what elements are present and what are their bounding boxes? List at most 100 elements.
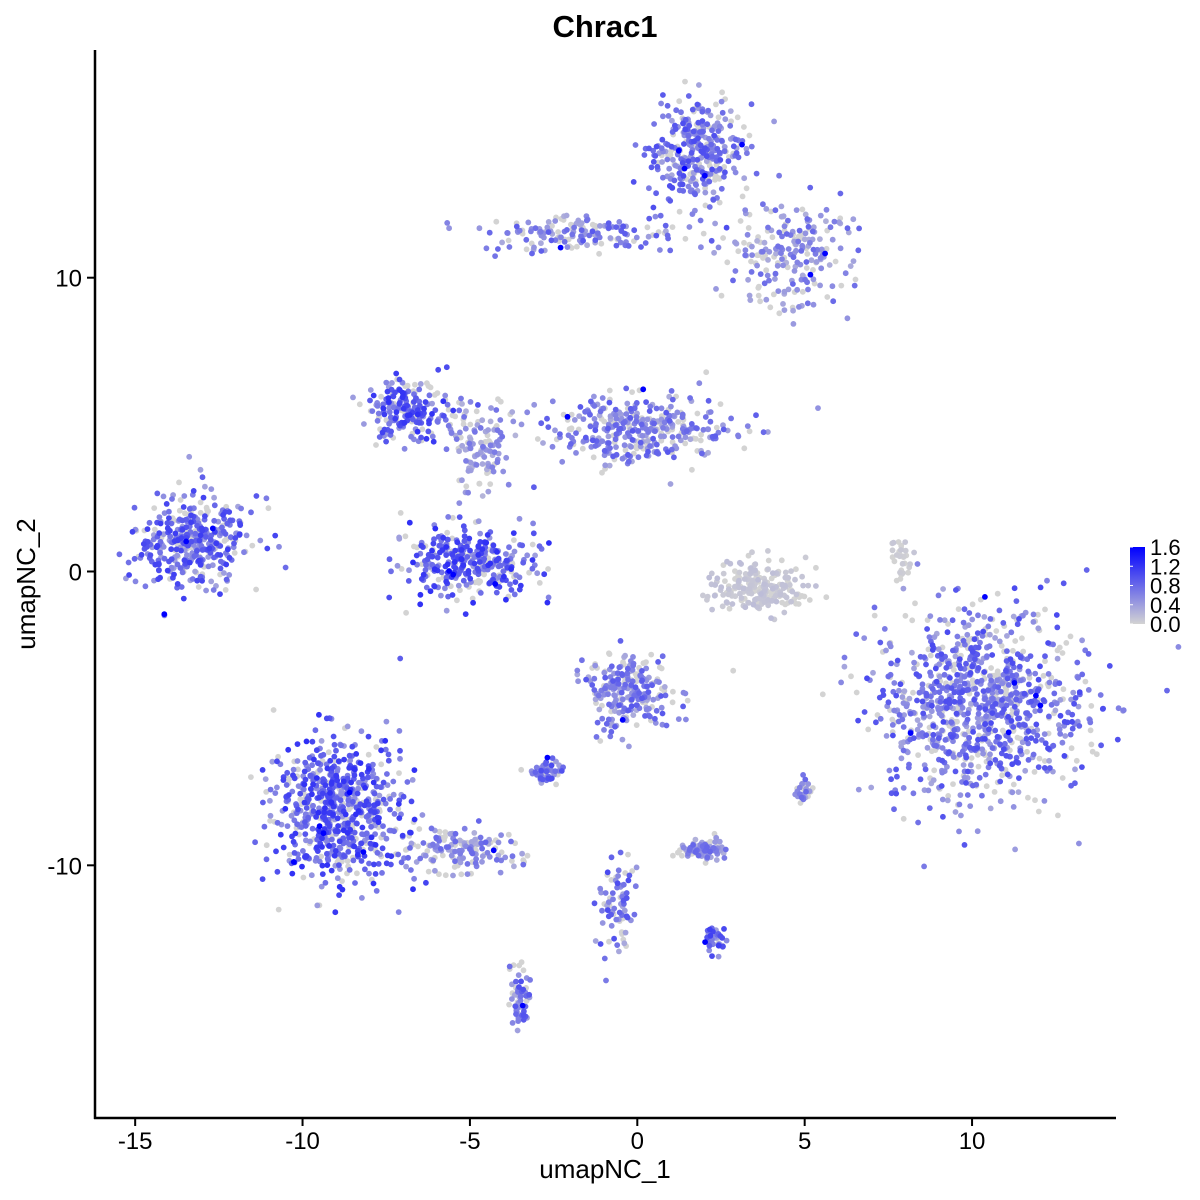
- cell-point: [361, 802, 368, 809]
- cell-point: [510, 530, 517, 536]
- cell-point: [795, 238, 802, 245]
- cell-point: [1030, 728, 1037, 735]
- cell-point: [322, 782, 329, 789]
- cell-point: [926, 805, 933, 811]
- cell-point: [766, 248, 773, 255]
- cell-point: [628, 443, 634, 450]
- cell-point: [836, 219, 842, 226]
- cell-point: [964, 792, 971, 798]
- cell-point: [659, 136, 666, 143]
- cell-point: [744, 423, 751, 429]
- cell-point: [861, 709, 868, 715]
- cell-point: [897, 681, 904, 688]
- cell-point: [348, 779, 354, 786]
- cell-point: [623, 890, 630, 896]
- cell-point: [673, 107, 680, 114]
- cell-point: [490, 847, 497, 854]
- cell-point: [494, 459, 501, 466]
- cell-point: [793, 600, 799, 607]
- cell-point: [735, 248, 742, 255]
- cell-point: [1075, 703, 1082, 710]
- cell-point: [335, 828, 341, 835]
- cell-point: [518, 766, 525, 773]
- cell-point: [624, 400, 631, 407]
- cell-point: [1045, 671, 1052, 677]
- cell-point: [626, 872, 633, 879]
- cell-point: [388, 428, 394, 435]
- cell-point: [738, 595, 745, 601]
- cell-point: [494, 427, 501, 434]
- cell-point: [721, 173, 727, 180]
- cell-point: [612, 693, 618, 699]
- cell-point: [775, 243, 781, 250]
- cell-point: [965, 622, 972, 629]
- cell-point: [477, 578, 484, 585]
- cell-point: [993, 628, 1000, 634]
- cell-point: [344, 858, 351, 864]
- cell-point: [963, 754, 970, 761]
- cell-point: [891, 707, 898, 714]
- cell-point: [295, 856, 302, 862]
- cell-point: [616, 702, 622, 709]
- cell-point: [980, 750, 986, 757]
- cell-point: [769, 570, 776, 576]
- cell-point: [657, 247, 663, 253]
- cell-point: [660, 113, 666, 120]
- cell-point: [1164, 687, 1170, 694]
- cell-point: [938, 712, 945, 719]
- cell-point: [730, 667, 737, 674]
- cell-point: [745, 276, 751, 283]
- cell-point: [457, 837, 463, 844]
- cell-point: [131, 555, 138, 562]
- cell-point: [668, 143, 675, 150]
- cell-point: [372, 871, 379, 877]
- cell-point: [699, 108, 706, 115]
- cell-point: [536, 580, 543, 586]
- cell-point: [382, 746, 389, 753]
- cell-point: [668, 403, 674, 410]
- cell-point: [203, 587, 210, 594]
- cell-point: [448, 852, 455, 859]
- cell-point: [452, 858, 458, 865]
- cell-point: [177, 497, 184, 503]
- cell-point: [231, 540, 237, 547]
- cell-point: [684, 697, 691, 704]
- cell-point: [736, 577, 742, 584]
- cell-point: [987, 616, 994, 622]
- cell-point: [960, 762, 967, 768]
- cell-point: [761, 280, 768, 287]
- cell-point: [739, 141, 745, 148]
- cell-point: [164, 567, 171, 574]
- cell-point: [829, 236, 836, 243]
- cell-point: [810, 301, 817, 308]
- cell-point: [798, 248, 805, 254]
- cell-point: [1028, 698, 1034, 705]
- cell-point: [410, 886, 416, 893]
- cell-point: [422, 852, 429, 859]
- cell-point: [339, 878, 345, 884]
- cell-point: [914, 726, 921, 733]
- cell-point: [482, 839, 489, 846]
- cell-point: [416, 419, 422, 426]
- cell-point: [653, 190, 659, 197]
- cell-point: [282, 805, 289, 812]
- cell-point: [322, 879, 329, 886]
- cell-point: [479, 853, 486, 860]
- cell-point: [893, 552, 900, 558]
- cell-point: [939, 796, 946, 803]
- cell-point: [910, 790, 917, 797]
- cell-point: [373, 783, 380, 790]
- cell-point: [1056, 644, 1063, 651]
- cell-point: [921, 863, 927, 870]
- cell-point: [398, 566, 405, 572]
- cell-point: [689, 211, 696, 218]
- cell-point: [356, 779, 362, 786]
- cell-point: [701, 172, 708, 179]
- cell-point: [573, 450, 579, 456]
- cell-point: [592, 237, 599, 244]
- cell-point: [699, 118, 706, 124]
- cell-point: [1000, 746, 1007, 752]
- cell-point: [1025, 757, 1032, 763]
- cell-point: [479, 858, 485, 865]
- cell-point: [900, 724, 907, 730]
